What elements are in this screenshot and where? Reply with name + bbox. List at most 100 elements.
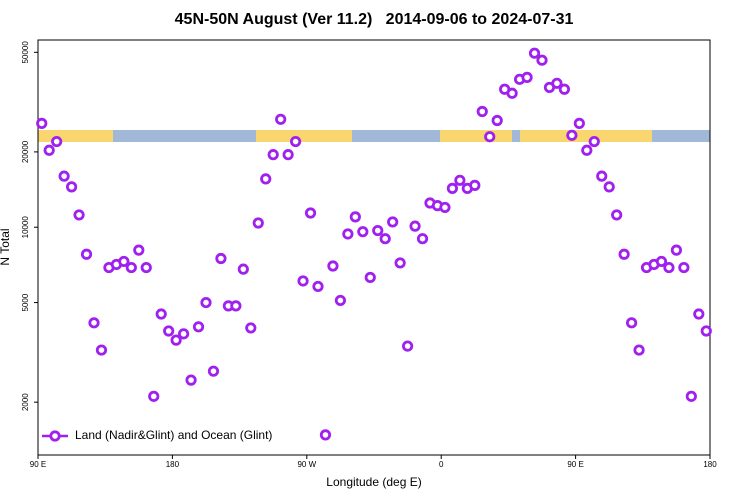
legend: Land (Nadir&Glint) and Ocean (Glint) [42, 428, 272, 442]
data-point [88, 317, 100, 329]
data-point [439, 201, 451, 214]
data-point [215, 252, 227, 265]
data-point [140, 261, 152, 274]
data-point [133, 244, 145, 256]
data-point [125, 261, 137, 274]
x-tick-label: 90 W [297, 460, 316, 469]
legend-label: Land (Nadir&Glint) and Ocean (Glint) [75, 428, 272, 442]
data-point [416, 233, 429, 245]
data-point [663, 261, 675, 274]
x-tick-label: 90 E [567, 460, 583, 469]
data-point [275, 113, 287, 125]
data-point [95, 344, 108, 356]
data-point [304, 207, 317, 219]
data-point [36, 117, 48, 129]
data-point [558, 83, 571, 95]
data-point [260, 173, 272, 185]
data-point [693, 308, 705, 320]
y-tick-label: 50000 [21, 41, 30, 64]
data-point [596, 170, 608, 182]
data-point [379, 233, 391, 245]
plot-frame [37, 39, 711, 456]
y-tick-label: 20000 [21, 140, 30, 163]
data-point [118, 255, 130, 268]
data-point [581, 144, 593, 156]
x-tick-label: 90 E [30, 460, 46, 469]
data-point [588, 135, 600, 148]
data-point [670, 244, 683, 256]
data-point [80, 248, 93, 260]
data-point [611, 209, 623, 221]
data-point [566, 129, 578, 141]
data-point [289, 135, 302, 148]
x-tick-label: 0 [439, 460, 444, 469]
data-point [401, 340, 414, 352]
data-point [446, 182, 458, 194]
land [440, 130, 512, 142]
data-point [372, 224, 384, 237]
data-point [573, 117, 585, 129]
y-tick-label: 2000 [21, 393, 30, 411]
data-point [155, 308, 167, 320]
legend-marker [49, 430, 61, 442]
data-point [506, 87, 518, 99]
data-point [655, 255, 668, 268]
land [520, 130, 652, 142]
data-point [625, 317, 638, 329]
ocean [113, 130, 256, 142]
data-point [58, 170, 70, 182]
data-point [685, 390, 697, 402]
data-point [163, 325, 175, 337]
data-point [476, 105, 488, 118]
data-point [349, 211, 361, 223]
data-point [387, 216, 399, 228]
data-point [618, 248, 630, 260]
data-point [528, 47, 541, 59]
data-point [192, 321, 205, 333]
x-tick-label: 180 [703, 460, 717, 469]
ocean [352, 130, 440, 142]
data-point [282, 149, 294, 161]
data-point [409, 220, 421, 232]
ocean [652, 130, 710, 142]
data-point [700, 325, 712, 337]
chart-title: 45N-50N August (Ver 11.2) 2014-09-06 to … [175, 11, 574, 28]
data-point [207, 365, 220, 377]
data-point [237, 263, 249, 275]
data-point [678, 261, 690, 274]
data-point [185, 374, 197, 386]
ocean [512, 130, 520, 142]
data-point [469, 179, 481, 191]
data-point [267, 149, 279, 161]
data-point [454, 174, 466, 186]
data-point [319, 429, 332, 441]
data-point [394, 257, 406, 269]
y-tick-label: 5000 [21, 293, 30, 311]
data-point [230, 300, 242, 312]
data-point [603, 181, 615, 193]
y-axis-label: N Total [0, 228, 12, 265]
data-point [66, 181, 78, 193]
x-axis-label: Longitude (deg E) [326, 475, 421, 489]
data-point [491, 114, 503, 127]
data-point [521, 71, 533, 83]
data-point [536, 54, 548, 66]
data-point [170, 334, 182, 346]
data-point [357, 226, 369, 238]
data-point [73, 209, 85, 221]
data-point [312, 280, 324, 293]
data-point [43, 144, 55, 156]
land [38, 130, 113, 142]
data-point [245, 322, 257, 334]
data-point [200, 296, 212, 309]
data-point [633, 344, 645, 356]
land [256, 130, 352, 142]
data-point [342, 228, 354, 240]
data-point [252, 217, 264, 229]
y-tick-label: 10000 [21, 216, 30, 239]
data-point [364, 271, 376, 284]
x-tick-label: 180 [166, 460, 180, 469]
data-point [51, 135, 63, 148]
